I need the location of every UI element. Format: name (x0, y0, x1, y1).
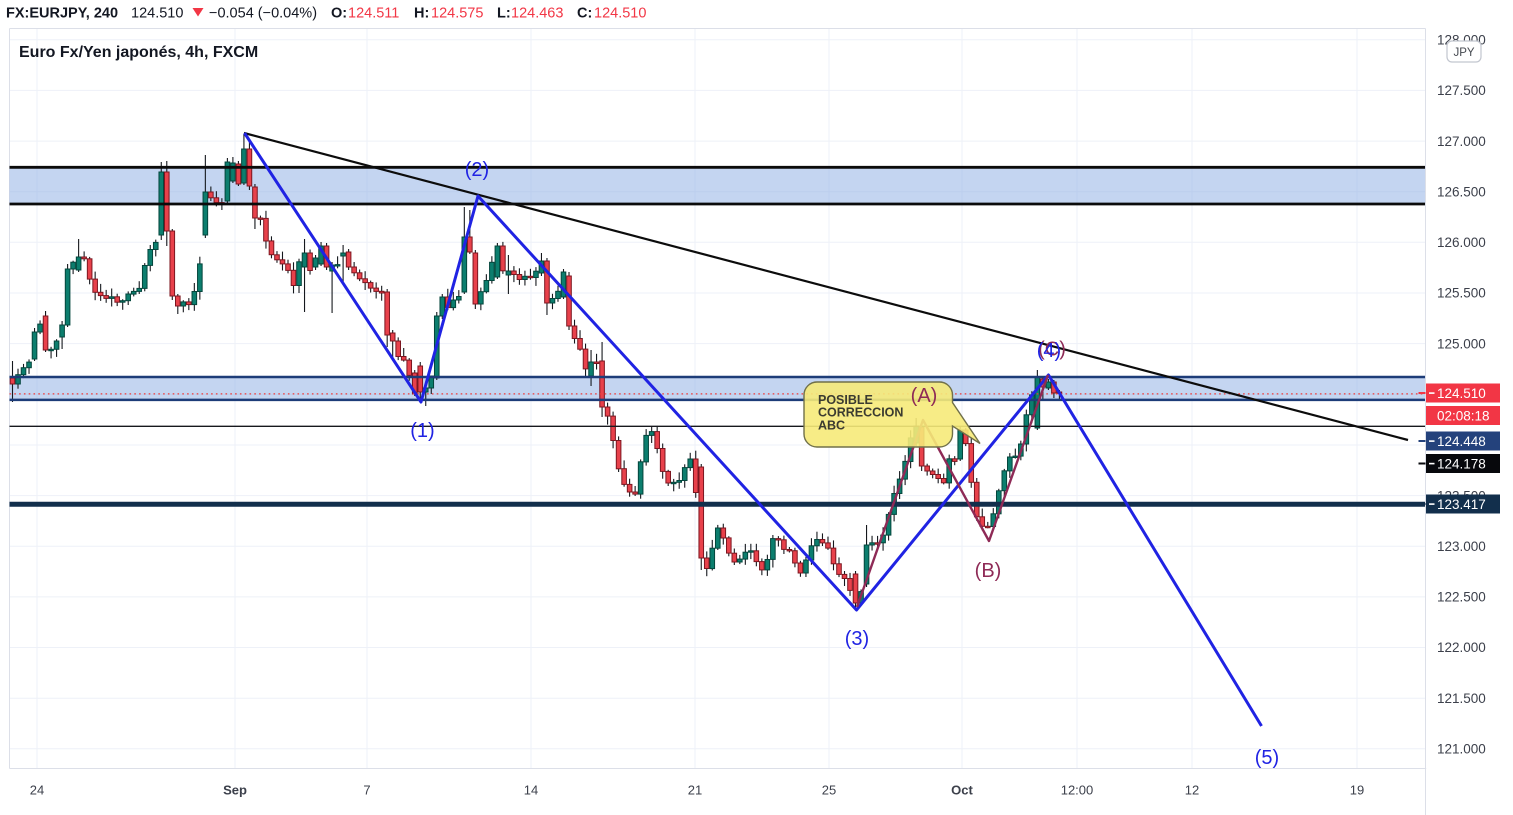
svg-text:(C): (C) (1038, 339, 1066, 361)
svg-text:POSIBLE: POSIBLE (818, 393, 873, 407)
svg-text:ABC: ABC (818, 418, 845, 432)
svg-text:124.178: 124.178 (1437, 456, 1486, 471)
svg-text:7: 7 (363, 783, 370, 798)
svg-text:124.511: 124.511 (348, 6, 399, 22)
svg-text:CORRECCION: CORRECCION (818, 406, 903, 420)
svg-text:127.500: 127.500 (1437, 83, 1486, 98)
svg-text:21: 21 (688, 783, 702, 798)
svg-text:126.000: 126.000 (1437, 235, 1486, 250)
svg-text:C:: C: (577, 6, 592, 22)
svg-text:124.510: 124.510 (594, 6, 646, 22)
svg-text:121.000: 121.000 (1437, 742, 1486, 757)
svg-text:(2): (2) (465, 159, 489, 181)
svg-text:12: 12 (1185, 783, 1199, 798)
svg-text:(B): (B) (975, 560, 1002, 582)
svg-text:127.000: 127.000 (1437, 134, 1486, 149)
svg-text:124.510: 124.510 (131, 6, 183, 22)
svg-text:Euro Fx/Yen japonés, 4h, FXCM: Euro Fx/Yen japonés, 4h, FXCM (19, 44, 258, 61)
svg-text:12:00: 12:00 (1061, 783, 1094, 798)
svg-text:122.500: 122.500 (1437, 590, 1486, 605)
svg-text:19: 19 (1350, 783, 1364, 798)
svg-text:124.463: 124.463 (511, 6, 563, 22)
svg-text:−0.054 (−0.04%): −0.054 (−0.04%) (209, 6, 317, 22)
svg-text:FX:EURJPY, 240: FX:EURJPY, 240 (6, 6, 118, 22)
svg-text:123.417: 123.417 (1437, 497, 1486, 512)
svg-text:122.000: 122.000 (1437, 640, 1486, 655)
svg-text:O:: O: (331, 6, 347, 22)
svg-text:125.500: 125.500 (1437, 286, 1486, 301)
svg-text:(1): (1) (410, 420, 434, 442)
svg-text:24: 24 (30, 783, 44, 798)
svg-text:125.000: 125.000 (1437, 336, 1486, 351)
svg-text:Sep: Sep (223, 783, 247, 798)
svg-text:121.500: 121.500 (1437, 691, 1486, 706)
svg-text:(A): (A) (911, 385, 938, 407)
svg-text:25: 25 (822, 783, 836, 798)
svg-text:14: 14 (524, 783, 538, 798)
svg-text:124.575: 124.575 (431, 6, 483, 22)
svg-text:L:: L: (497, 6, 511, 22)
svg-text:124.448: 124.448 (1437, 434, 1486, 449)
svg-text:123.000: 123.000 (1437, 539, 1486, 554)
svg-text:H:: H: (414, 6, 429, 22)
svg-text:02:08:18: 02:08:18 (1437, 408, 1490, 423)
svg-text:124.510: 124.510 (1437, 386, 1486, 401)
svg-text:(3): (3) (845, 628, 869, 650)
svg-text:(4): (4) (1037, 340, 1061, 362)
svg-text:126.500: 126.500 (1437, 184, 1486, 199)
svg-text:JPY: JPY (1453, 47, 1474, 59)
svg-text:Oct: Oct (951, 783, 973, 798)
svg-text:(5): (5) (1255, 747, 1279, 769)
